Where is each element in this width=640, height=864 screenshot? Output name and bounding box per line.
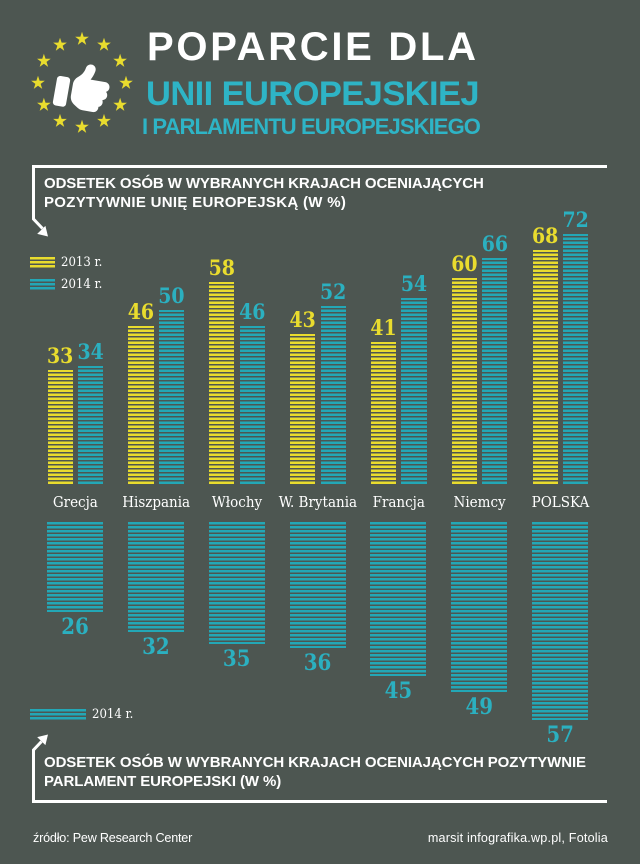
bar-2014-2 [158, 309, 185, 484]
title-line-3: I PARLAMENTU EUROPEJSKIEGO [142, 113, 481, 139]
bar-2014-5 [401, 297, 427, 484]
legend-2014-bottom: 2014 r. [30, 708, 133, 721]
legend-swatch-2014-top [30, 279, 55, 290]
bar-2013-4 [290, 333, 316, 484]
bar-ep-2014-4 [289, 521, 346, 648]
title-line-1: POPARCIE DLA [147, 25, 479, 69]
eu-stars-ring [31, 31, 133, 133]
thumbs-up-icon [52, 64, 110, 113]
bar-ep-2014-3 [208, 521, 265, 644]
country-label-3: Włochy [211, 493, 263, 511]
country-label-6: Niemcy [453, 493, 506, 511]
bar-2013-2 [128, 325, 154, 484]
legend-label-2014-bottom: 2014 r. [92, 707, 134, 722]
country-label-1: Grecja [52, 493, 98, 511]
country-label-4: W. Brytania [278, 493, 358, 511]
legend-2014-top: 2014 r. [30, 278, 102, 291]
bar-2014-1 [78, 365, 104, 484]
value-2013-4: 43 [289, 306, 316, 332]
value-2014-4: 52 [319, 278, 347, 304]
value-2013-5: 41 [370, 314, 397, 340]
bar-ep-2014-7 [532, 521, 589, 720]
value-2013-2: 46 [127, 298, 155, 324]
country-label-5: Francja [372, 493, 425, 511]
legend-label-2014-top: 2014 r. [61, 277, 103, 292]
bar-2013-5 [370, 341, 397, 484]
value-ep-2014-4: 36 [303, 650, 332, 676]
eu-section-heading: ODSETEK OSÓB W WYBRANYCH KRAJACH OCENIAJ… [44, 175, 484, 212]
ep-section-heading: ODSETEK OSÓB W WYBRANYCH KRAJACH OCENIAJ… [44, 753, 586, 792]
bar-ep-2014-1 [47, 521, 103, 612]
value-2014-2: 50 [158, 282, 185, 308]
eu-heading-line-1: ODSETEK OSÓB W WYBRANYCH KRAJACH OCENIAJ… [44, 175, 484, 192]
ep-heading-line-2: PARLAMENT EUROPEJSKI (W %) [44, 773, 282, 790]
bar-2014-7 [563, 233, 589, 484]
value-2014-5: 54 [400, 270, 428, 296]
value-2014-7: 72 [562, 206, 589, 232]
eu-flag-thumbs-up-logo [31, 31, 133, 133]
legend-swatch-2014-bottom [30, 709, 86, 720]
legend-2013: 2013 r. [30, 256, 102, 269]
bar-2013-7 [532, 249, 558, 484]
value-ep-2014-1: 26 [61, 614, 89, 640]
value-2013-1: 33 [46, 342, 74, 368]
bar-2014-3 [239, 325, 265, 484]
bar-2013-3 [209, 281, 235, 484]
value-2014-1: 34 [77, 338, 104, 364]
value-2014-3: 46 [239, 298, 266, 324]
value-2013-6: 60 [451, 250, 478, 276]
value-2013-7: 68 [532, 222, 559, 248]
value-ep-2014-5: 45 [384, 678, 413, 704]
bar-2014-4 [320, 305, 346, 484]
footer-credits: marsit infografika.wp.pl, Fotolia [427, 831, 608, 845]
value-ep-2014-3: 35 [222, 646, 251, 672]
legend-swatch-2013 [30, 257, 55, 268]
footer-source: źródło: Pew Research Center [33, 831, 193, 845]
bar-2014-6 [482, 257, 508, 484]
legend-label-2013: 2013 r. [61, 255, 103, 270]
bar-ep-2014-5 [370, 521, 427, 676]
bar-2013-6 [451, 277, 477, 484]
ep-heading-line-1: ODSETEK OSÓB W WYBRANYCH KRAJACH OCENIAJ… [44, 753, 586, 771]
eu-heading-line-2: POZYTYWNIE UNIĘ EUROPEJSKĄ (W %) [44, 193, 347, 211]
bar-ep-2014-6 [451, 521, 508, 692]
bar-ep-2014-2 [127, 521, 184, 632]
value-2013-3: 58 [208, 254, 235, 280]
value-ep-2014-7: 57 [546, 722, 574, 748]
title-line-2: UNII EUROPEJSKIEJ [146, 75, 480, 113]
value-ep-2014-2: 32 [142, 634, 170, 660]
value-ep-2014-6: 49 [465, 694, 494, 720]
country-label-2: Hiszpania [122, 493, 191, 511]
country-label-7: POLSKA [531, 493, 590, 511]
bar-2013-1 [47, 369, 73, 484]
value-2014-6: 66 [481, 230, 508, 256]
